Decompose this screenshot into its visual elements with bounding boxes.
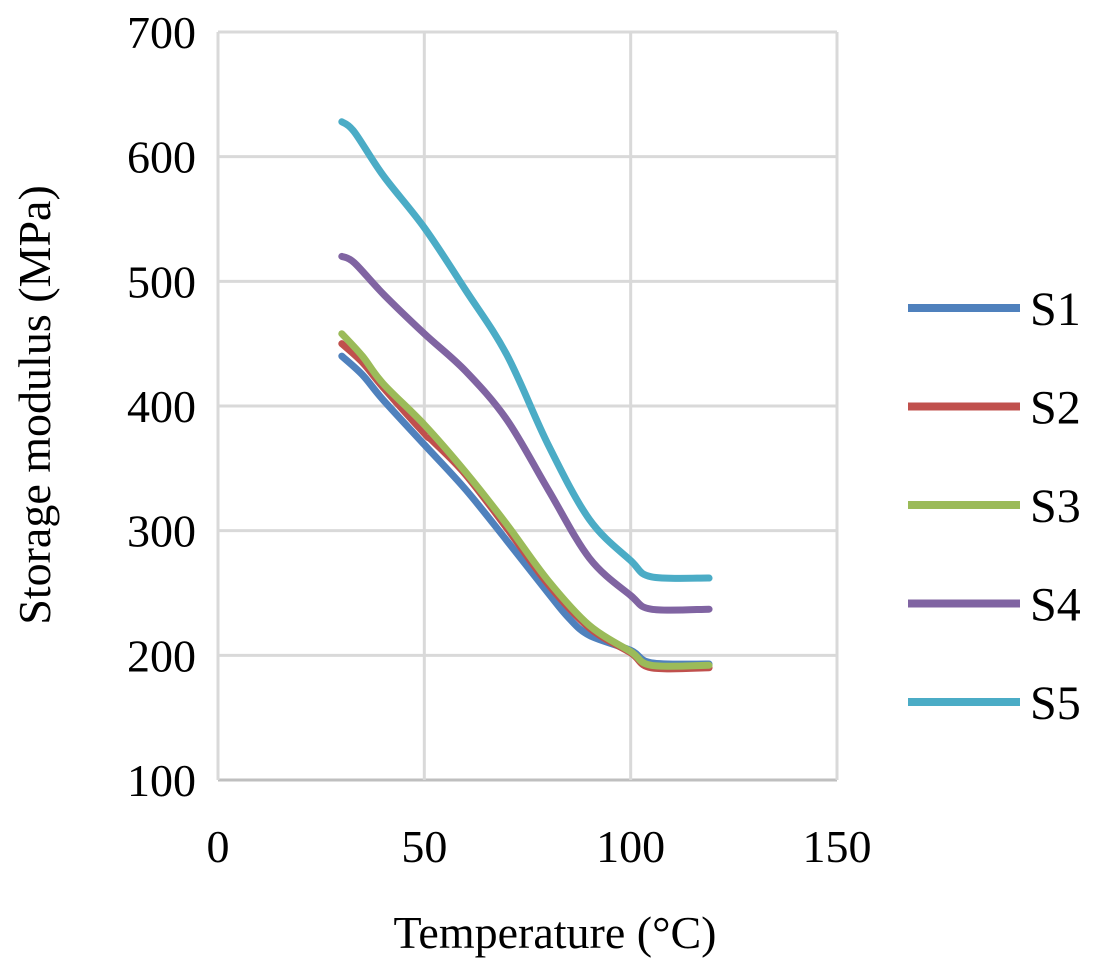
y-tick-label: 500 <box>127 256 196 307</box>
y-tick-label: 400 <box>127 381 196 432</box>
series-line-s4 <box>338 252 713 614</box>
legend-label-s3: S3 <box>1030 480 1081 533</box>
y-tick-labels: 100 200 300 400 500 600 700 <box>127 7 196 806</box>
y-axis-label: Storage modulus (MPa) <box>9 185 60 625</box>
y-tick-label: 100 <box>127 755 196 806</box>
legend-label-s1: S1 <box>1030 283 1081 336</box>
y-tick-label: 700 <box>127 7 196 58</box>
series-line-s3 <box>338 330 713 670</box>
series-lines <box>338 118 713 673</box>
legend: S1 S2 S3 S4 S5 <box>908 283 1081 730</box>
legend-label-s4: S4 <box>1030 579 1081 632</box>
x-tick-label: 100 <box>596 821 665 872</box>
y-tick-label: 300 <box>127 506 196 557</box>
x-tick-labels: 0 50 100 150 <box>207 821 872 872</box>
x-tick-label: 150 <box>803 821 872 872</box>
legend-label-s2: S2 <box>1030 382 1081 435</box>
series-line-s5 <box>338 118 713 582</box>
legend-label-s5: S5 <box>1030 677 1081 730</box>
x-tick-label: 0 <box>207 821 230 872</box>
y-tick-label: 600 <box>127 132 196 183</box>
x-tick-label: 50 <box>401 821 447 872</box>
y-tick-label: 200 <box>127 630 196 681</box>
x-axis-label: Temperature (°C) <box>394 907 717 958</box>
